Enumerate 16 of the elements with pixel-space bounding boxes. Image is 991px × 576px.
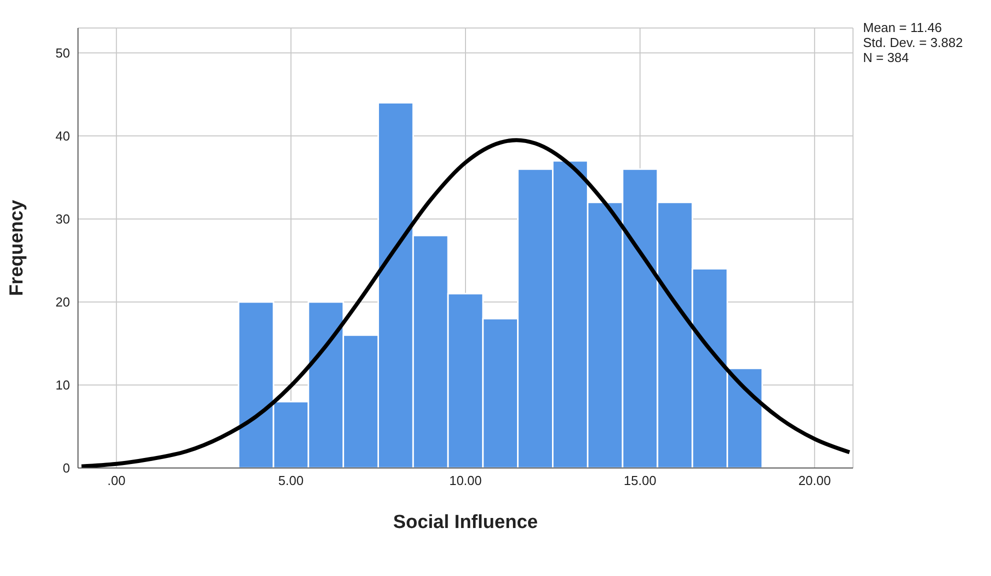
text: Mean = 11.46: [863, 20, 943, 35]
x-tick-label: 15.00: [624, 473, 656, 488]
x-axis-title: Social Influence: [393, 512, 538, 533]
y-tick-label: 10: [56, 378, 70, 393]
y-tick-label: 40: [56, 128, 70, 144]
text: Std. Dev. = 3.882: [863, 35, 963, 50]
x-tick-label: 20.00: [798, 473, 831, 488]
x-tick-label: 10.00: [449, 473, 482, 488]
text: N = 384: [863, 50, 910, 65]
y-tick-label: 20: [56, 294, 70, 310]
x-tick-label: 5.00: [278, 473, 304, 488]
y-tick-label: 30: [56, 212, 70, 227]
y-tick-label: 50: [56, 46, 70, 61]
y-axis-title: Frequency: [6, 200, 28, 296]
x-tick-label: .00: [107, 473, 126, 488]
y-tick-label: 0: [62, 460, 70, 476]
